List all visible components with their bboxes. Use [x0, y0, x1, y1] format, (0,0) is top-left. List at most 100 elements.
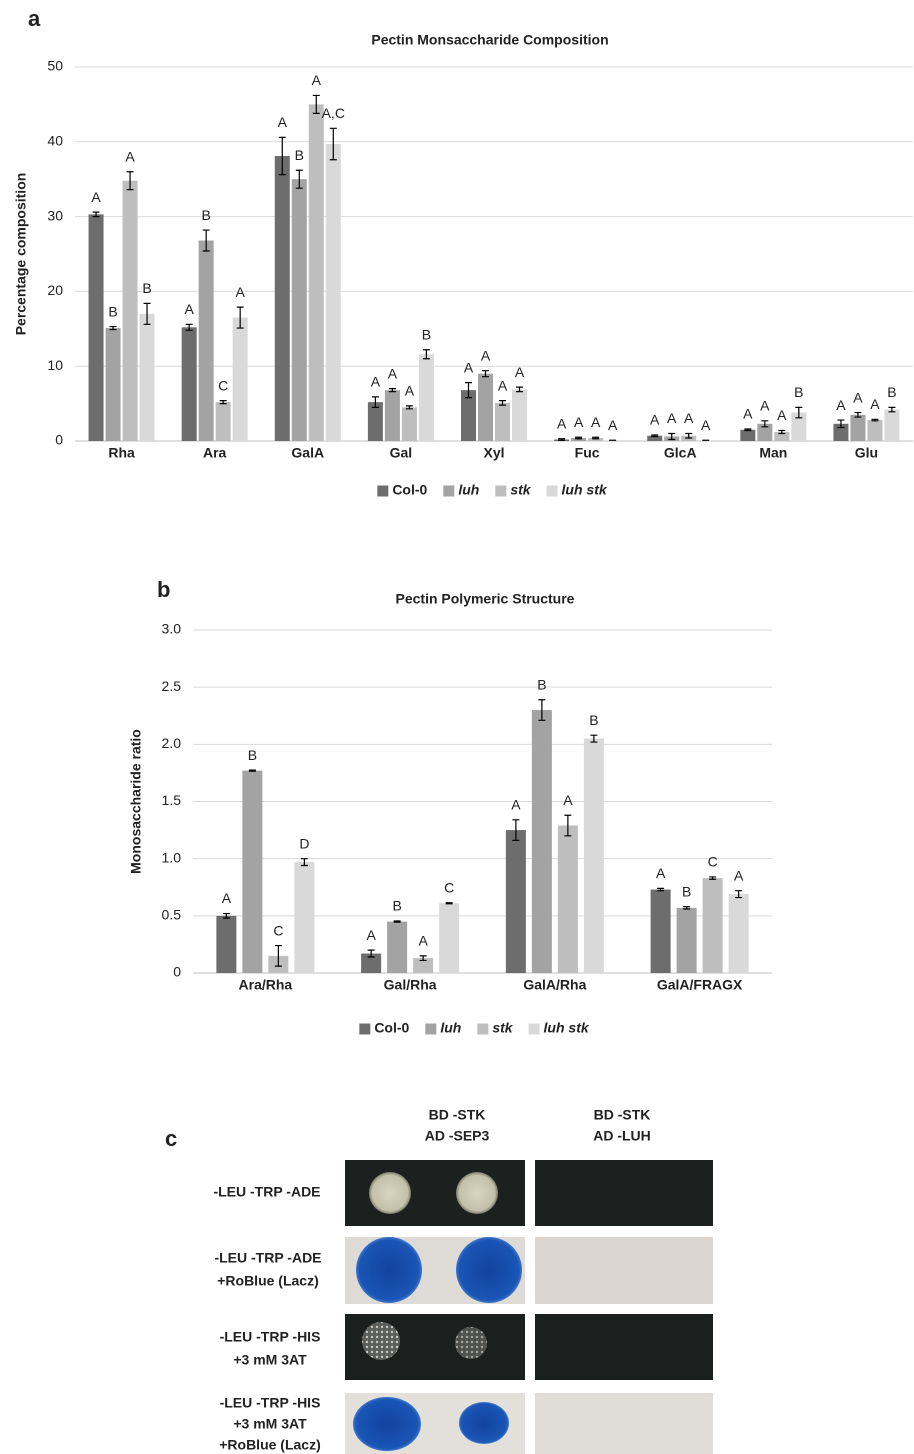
y-tick-label: 3.0 — [162, 621, 182, 637]
significance-letter: B — [794, 384, 803, 400]
bar — [242, 770, 263, 973]
bar — [308, 104, 324, 442]
bar — [418, 354, 434, 441]
colony — [369, 1172, 411, 1214]
significance-letter: B — [108, 303, 117, 319]
x-tick-label: Gal — [390, 445, 413, 461]
error-bar — [312, 94, 320, 114]
plate — [535, 1160, 713, 1226]
significance-letter: A — [405, 383, 415, 399]
significance-letter: A — [184, 301, 194, 317]
bar — [774, 432, 790, 441]
significance-letter: A — [235, 284, 245, 300]
error-bar — [685, 432, 693, 439]
legend-label: Col-0 — [374, 1020, 409, 1036]
significance-letter: A — [388, 365, 398, 381]
y-tick-label: 2.5 — [162, 678, 182, 694]
error-bar — [274, 944, 282, 967]
error-bar — [538, 699, 546, 721]
error-bar — [126, 171, 134, 191]
panel-label: b — [157, 577, 170, 602]
error-bar — [871, 418, 879, 422]
error-bar — [512, 819, 520, 841]
error-bar — [236, 306, 244, 329]
significance-letter: A — [498, 377, 508, 393]
legend-swatch — [546, 485, 558, 497]
error-bar — [592, 436, 600, 440]
error-bar — [222, 912, 230, 919]
legend-swatch — [528, 1023, 540, 1035]
panel-label: a — [28, 6, 41, 31]
error-bar — [516, 386, 523, 393]
significance-letter: A — [312, 72, 322, 88]
legend-swatch — [359, 1023, 371, 1035]
bar — [387, 921, 408, 973]
significance-letter: A — [650, 412, 660, 428]
bar — [439, 903, 460, 973]
significance-letter: B — [887, 384, 896, 400]
significance-letter: A — [574, 414, 584, 430]
colony — [456, 1172, 498, 1214]
bar — [215, 402, 231, 441]
significance-letter: A — [591, 414, 601, 430]
legend-swatch — [477, 1023, 489, 1035]
legend-label: luh stk — [544, 1020, 590, 1036]
significance-letter: A,C — [322, 105, 345, 121]
significance-letter: A — [734, 867, 744, 883]
bar — [757, 423, 773, 441]
bar — [512, 389, 527, 441]
error-bar — [558, 438, 566, 441]
significance-letter: C — [444, 879, 454, 895]
significance-letter: D — [299, 835, 309, 851]
column-header: AD -LUH — [593, 1128, 651, 1144]
legend-label: luh — [458, 482, 479, 498]
error-bar — [371, 396, 379, 408]
significance-letter: C — [273, 922, 283, 938]
bar — [122, 180, 138, 442]
error-bar — [482, 370, 489, 378]
error-bar — [651, 434, 659, 438]
chart-title: Pectin Polymeric Structure — [396, 591, 575, 607]
bar — [884, 409, 900, 441]
significance-letter: A — [91, 189, 101, 205]
significance-letter: A — [608, 417, 618, 433]
column-header: AD -SEP3 — [425, 1128, 490, 1144]
x-tick-label: Rha — [108, 445, 135, 461]
error-bar — [422, 349, 430, 360]
x-tick-label: Ara — [203, 445, 227, 461]
bar — [216, 915, 237, 973]
x-tick-label: GlcA — [664, 445, 697, 461]
legend-swatch — [495, 485, 507, 497]
error-bar — [445, 902, 453, 905]
bar — [495, 402, 510, 441]
row-label: +3 mM 3AT — [233, 1352, 307, 1368]
significance-letter: A — [511, 796, 521, 812]
bar — [274, 156, 290, 441]
bar — [791, 412, 807, 441]
significance-letter: A — [656, 865, 666, 881]
significance-letter: B — [392, 898, 401, 914]
bar — [588, 438, 604, 441]
bar — [401, 407, 417, 441]
significance-letter: B — [682, 883, 691, 899]
x-tick-label: Man — [759, 445, 787, 461]
error-bar — [888, 406, 896, 413]
bar — [728, 894, 749, 973]
bar — [833, 423, 849, 441]
significance-letter: B — [201, 207, 210, 223]
error-bar — [202, 229, 210, 252]
significance-letter: C — [708, 854, 718, 870]
y-tick-label: 1.5 — [162, 792, 182, 808]
plate — [535, 1393, 713, 1454]
bar — [367, 402, 383, 441]
significance-letter: A — [278, 114, 288, 130]
colony — [455, 1327, 487, 1359]
legend-label: luh stk — [562, 482, 608, 498]
significance-letter: B — [248, 747, 257, 763]
bar — [294, 862, 315, 973]
y-tick-label: 30 — [47, 207, 63, 223]
significance-letter: A — [836, 397, 846, 413]
bar — [461, 390, 476, 441]
error-bar — [185, 323, 193, 331]
